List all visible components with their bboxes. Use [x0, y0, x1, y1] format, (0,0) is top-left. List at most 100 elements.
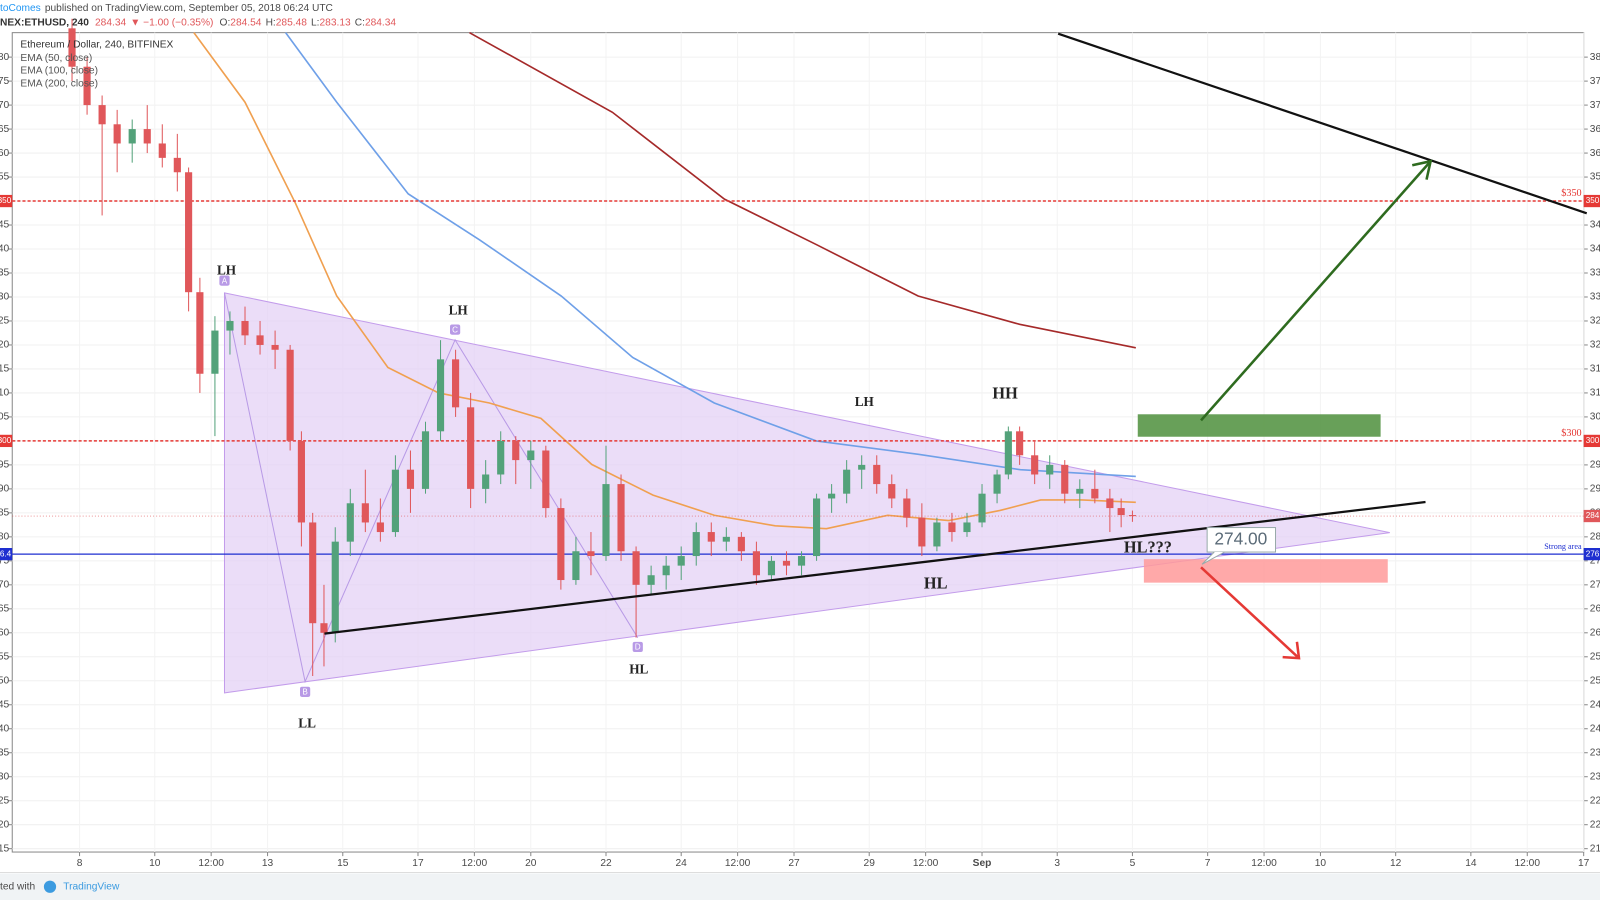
y-tick-label: 320 — [0, 340, 10, 351]
y-tick-label: 290 — [0, 484, 10, 495]
bear-arrow-head — [1282, 641, 1301, 660]
candle-body — [828, 493, 836, 499]
candle-body — [173, 157, 181, 173]
x-tick-label: 12:00 — [198, 858, 224, 869]
y-tick-label: 330 — [1590, 292, 1600, 303]
legend-entry: EMA (50, close) — [20, 53, 92, 64]
y-tick-label: 225 — [1590, 795, 1600, 806]
annotation: HL — [924, 573, 948, 592]
candle-body — [707, 532, 715, 542]
price-box — [0, 194, 13, 208]
y-tick-label: 375 — [0, 76, 10, 87]
pattern-point-box — [632, 641, 643, 653]
candle-body — [918, 517, 926, 547]
candle-body — [452, 359, 460, 408]
candle-body — [226, 320, 234, 331]
publisher[interactable]: toComes — [0, 3, 41, 14]
y-tick-label: 230 — [1590, 771, 1600, 782]
price-box — [1583, 548, 1600, 561]
candle-body — [632, 551, 640, 585]
y-tick-label: 380 — [1590, 52, 1600, 63]
y-tick-label: 220 — [0, 819, 10, 830]
candle-body — [406, 469, 415, 489]
x-tick-label: 13 — [262, 858, 274, 869]
x-tick-label: 12:00 — [913, 858, 939, 869]
x-tick-label: 5 — [1130, 858, 1136, 869]
y-tick-label: 340 — [1590, 244, 1600, 255]
candle-body — [602, 484, 610, 557]
y-tick-label: 375 — [1590, 76, 1600, 87]
level-label: Strong area — [1544, 542, 1582, 551]
y-tick-label: 315 — [0, 364, 10, 375]
candle-body — [1076, 488, 1084, 494]
candle-body — [873, 464, 881, 485]
y-tick-label: 260 — [0, 627, 10, 638]
y-tick-label: 290 — [1590, 484, 1600, 495]
candle-body — [421, 431, 430, 489]
candle-body — [813, 498, 821, 557]
candle-body — [83, 66, 91, 106]
y-tick-label: 280 — [0, 532, 10, 543]
y-tick-label: 355 — [1590, 172, 1600, 183]
bull-zone — [1137, 414, 1381, 437]
candle-body — [1117, 508, 1125, 516]
candle-body — [782, 560, 791, 566]
y-tick-label: 325 — [0, 316, 10, 327]
last-price: 284.34 — [95, 17, 126, 28]
callout-tail — [1201, 551, 1225, 565]
y-tick-label: 295 — [0, 460, 10, 471]
x-tick-label: 24 — [676, 858, 688, 869]
candle-body — [527, 450, 535, 461]
y-tick-label: 340 — [0, 244, 10, 255]
footer-bar — [0, 873, 1600, 900]
footer-brand[interactable]: TradingView — [63, 881, 120, 892]
y-tick-label: 270 — [0, 580, 10, 591]
y-tick-label: 355 — [0, 172, 10, 183]
plot-area: 2152152202202252252302302352352402402452… — [0, 18, 1600, 873]
callout-label: 274.00 — [1214, 528, 1267, 548]
candle-body — [68, 28, 76, 67]
y-tick-label: 310 — [0, 388, 10, 399]
annotation: LH — [217, 262, 237, 277]
candle-body — [933, 522, 941, 547]
x-tick-label: 27 — [788, 858, 800, 869]
y-tick-label: 260 — [1590, 627, 1600, 638]
y-tick-label: 240 — [0, 723, 10, 734]
header-line-1: toComes published on TradingView.com, Sep… — [0, 3, 333, 14]
candle-body — [436, 359, 445, 432]
candle-body — [948, 522, 956, 533]
candle-body — [309, 522, 317, 624]
resistance-line — [1057, 32, 1588, 215]
y-tick-label: 265 — [1590, 604, 1600, 615]
x-tick-label: 12:00 — [725, 858, 751, 869]
y-tick-label: 330 — [0, 292, 10, 303]
legend-title: Ethereum / Dollar, 240, BITFINEX — [20, 40, 173, 51]
ohlc-value: 283.13 — [320, 17, 351, 28]
pattern-point-label: D — [635, 643, 641, 652]
y-tick-label: 335 — [1590, 268, 1600, 279]
triangle-pattern — [223, 292, 1390, 694]
y-tick-label: 380 — [0, 52, 10, 63]
y-tick-label: 250 — [1590, 675, 1600, 686]
y-tick-label: 345 — [1590, 220, 1600, 231]
legend-entry: EMA (200, close) — [20, 78, 98, 89]
price-box-label: 350 — [1586, 196, 1600, 205]
pattern-point-label: A — [222, 276, 228, 285]
last-price-label: 284.34 — [1586, 511, 1600, 520]
candle-body — [211, 330, 219, 374]
x-tick-label: 17 — [412, 858, 424, 869]
x-tick-label: 10 — [149, 858, 161, 869]
x-tick-label: 29 — [864, 858, 876, 869]
candle-body — [797, 556, 806, 566]
legend-entry: EMA (100, close) — [20, 66, 98, 77]
ohlc-label: H: — [266, 17, 276, 28]
y-tick-label: 360 — [0, 148, 10, 159]
candle-body — [647, 575, 655, 585]
footer-prefix: ted with — [0, 881, 35, 892]
candle-body — [888, 484, 896, 499]
candle-body — [843, 469, 851, 494]
ohlc-label: O: — [220, 17, 231, 28]
symbol: NEX:ETHUSD, 240 — [0, 17, 89, 28]
